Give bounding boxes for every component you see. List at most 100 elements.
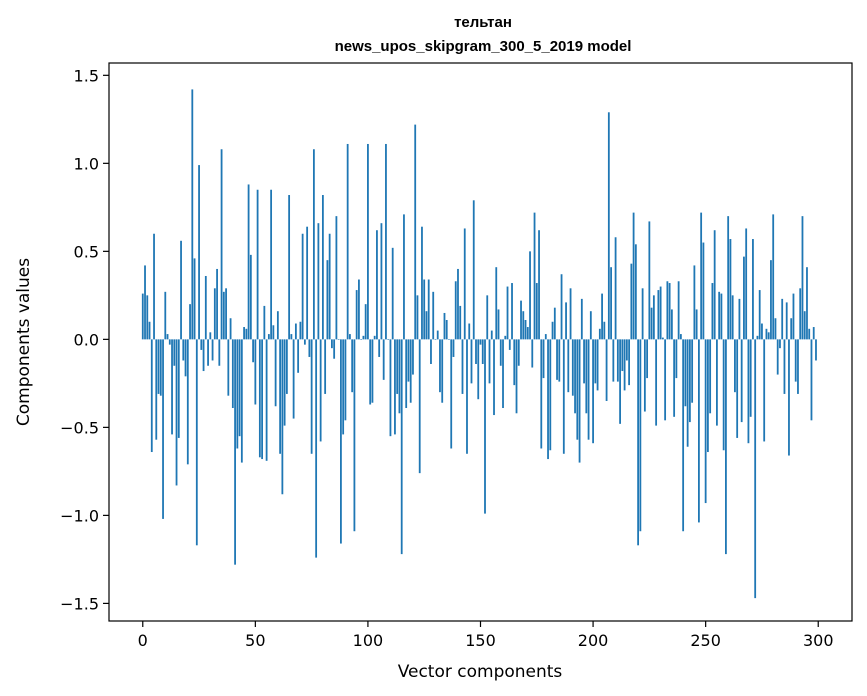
bar [761, 323, 763, 340]
bar [790, 318, 793, 340]
bar [688, 339, 691, 423]
bar [571, 339, 574, 396]
bar [229, 318, 232, 340]
bar [450, 339, 453, 449]
bar [186, 339, 189, 465]
bar [711, 283, 714, 340]
bar [727, 216, 730, 340]
bar [427, 279, 430, 340]
bar [448, 339, 450, 340]
bar [513, 339, 516, 386]
bar [317, 223, 320, 340]
bar [337, 339, 340, 340]
bar [288, 195, 291, 340]
bar [497, 309, 500, 340]
bar [283, 339, 286, 426]
bar [517, 339, 520, 366]
bar [754, 339, 757, 599]
bar [168, 339, 171, 345]
bar [418, 339, 421, 474]
bar [315, 339, 318, 558]
bar [454, 281, 457, 340]
bar [403, 214, 405, 340]
y-tick-label: 1.0 [74, 154, 99, 173]
bar [637, 339, 640, 546]
bar [308, 339, 311, 357]
bar [252, 339, 254, 363]
bar [211, 339, 214, 361]
bar [470, 339, 473, 384]
bar [783, 339, 786, 394]
bar [247, 184, 250, 340]
bar [148, 321, 151, 340]
bar [641, 288, 644, 340]
bar [301, 233, 304, 340]
bar [524, 320, 527, 340]
bar [648, 221, 651, 340]
bar [292, 339, 295, 419]
bar [396, 339, 399, 394]
bar [177, 339, 180, 438]
bar [281, 339, 284, 495]
bars-group [141, 89, 817, 599]
bar [652, 295, 655, 340]
bar [639, 339, 642, 532]
bar [549, 339, 552, 451]
bar [815, 339, 817, 361]
bar [319, 339, 322, 442]
bar [310, 339, 313, 454]
bar [351, 339, 354, 393]
bar [358, 279, 360, 340]
bar [472, 200, 475, 340]
bar [716, 339, 718, 426]
bar [355, 290, 358, 340]
bar [763, 339, 766, 442]
bar [367, 143, 369, 340]
bar [243, 327, 245, 340]
bar [565, 302, 567, 340]
bar [306, 226, 309, 340]
bar [569, 288, 572, 340]
bar [646, 339, 649, 379]
bar [587, 339, 590, 440]
bar [202, 339, 205, 372]
bar [222, 291, 225, 340]
bar [272, 325, 275, 340]
bar [479, 339, 482, 345]
bar [623, 339, 626, 391]
y-tick-label: 0.5 [74, 242, 99, 261]
bar [362, 335, 365, 340]
bar [432, 291, 435, 340]
bar [407, 339, 410, 382]
bar [729, 239, 732, 340]
bar [484, 339, 486, 514]
x-tick-label: 100 [353, 631, 384, 650]
bar [628, 339, 630, 386]
bar [643, 339, 646, 412]
bar [312, 149, 315, 340]
x-tick-label: 200 [578, 631, 609, 650]
bar [198, 165, 200, 340]
bar [285, 339, 288, 394]
bar [679, 334, 682, 340]
bar [331, 339, 333, 349]
bar [340, 339, 342, 544]
bar [698, 339, 700, 523]
bar [461, 339, 464, 394]
bar [522, 311, 525, 340]
bar [144, 265, 146, 340]
bar [659, 286, 662, 340]
bar [400, 339, 403, 555]
bar [457, 268, 459, 340]
bar [558, 339, 561, 382]
chart-title-line-2: news_upos_skipgram_300_5_2019 model [335, 38, 632, 55]
bar [709, 339, 712, 414]
bar [488, 339, 491, 384]
bar [544, 334, 547, 340]
y-tick-label: −1.5 [60, 594, 99, 613]
bar [204, 275, 207, 340]
bar [436, 330, 439, 340]
bar [691, 339, 694, 403]
bar [146, 295, 149, 340]
bar [238, 339, 241, 437]
